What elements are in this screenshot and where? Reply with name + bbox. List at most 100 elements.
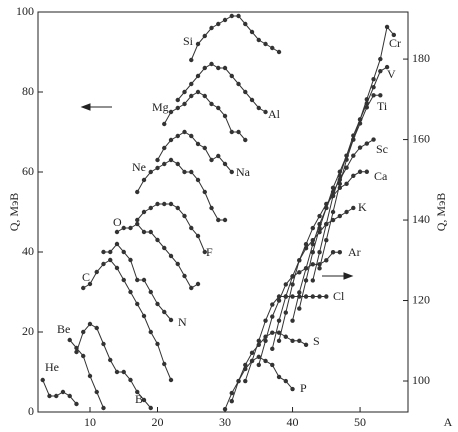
y-tick-label: 100 bbox=[16, 4, 34, 18]
data-point bbox=[189, 285, 194, 291]
data-point bbox=[87, 281, 93, 287]
data-point bbox=[256, 354, 261, 360]
data-point bbox=[162, 161, 167, 167]
data-point bbox=[371, 93, 376, 98]
data-point bbox=[371, 85, 376, 90]
series-line bbox=[319, 25, 395, 269]
data-point bbox=[141, 177, 147, 183]
y2-tick-label: 180 bbox=[412, 51, 430, 65]
data-point bbox=[202, 65, 207, 71]
series-label: Ar bbox=[348, 245, 361, 259]
data-point bbox=[378, 56, 383, 62]
data-point bbox=[108, 257, 113, 263]
data-point bbox=[310, 225, 315, 231]
data-point bbox=[236, 81, 241, 87]
data-point bbox=[297, 270, 302, 275]
data-point bbox=[182, 169, 187, 175]
data-point bbox=[168, 137, 174, 143]
data-point bbox=[330, 209, 336, 215]
data-point bbox=[283, 282, 288, 287]
data-point bbox=[81, 329, 86, 335]
data-point bbox=[243, 378, 248, 384]
data-point bbox=[168, 157, 174, 163]
series-label: Be bbox=[57, 322, 70, 336]
series-line bbox=[42, 379, 77, 405]
series-line bbox=[69, 339, 104, 409]
data-point bbox=[81, 285, 86, 291]
data-point bbox=[276, 49, 282, 55]
data-point bbox=[303, 266, 309, 271]
data-point bbox=[189, 81, 194, 87]
data-point bbox=[74, 401, 79, 407]
data-point bbox=[276, 318, 282, 323]
data-point bbox=[364, 169, 370, 174]
data-point bbox=[384, 64, 390, 70]
data-point bbox=[54, 393, 59, 399]
data-point bbox=[148, 405, 153, 411]
data-point bbox=[344, 209, 349, 215]
series-line bbox=[136, 159, 226, 221]
data-point bbox=[148, 169, 153, 175]
series-label: Ca bbox=[374, 169, 388, 183]
data-point bbox=[337, 173, 343, 178]
data-point bbox=[162, 245, 167, 251]
data-point bbox=[290, 338, 295, 343]
data-point bbox=[148, 205, 153, 211]
data-point bbox=[236, 13, 241, 19]
series-line bbox=[177, 63, 266, 113]
series-label: Sc bbox=[376, 142, 388, 156]
data-point bbox=[222, 65, 228, 71]
data-point bbox=[101, 341, 106, 347]
data-point bbox=[317, 294, 322, 299]
data-point bbox=[270, 302, 275, 307]
data-point bbox=[243, 362, 248, 368]
data-point bbox=[297, 306, 302, 311]
right-arrow bbox=[322, 272, 354, 280]
data-point bbox=[216, 21, 221, 27]
series-label: Cl bbox=[333, 289, 345, 303]
data-point bbox=[155, 301, 160, 307]
data-point bbox=[276, 338, 282, 343]
data-point bbox=[216, 153, 221, 159]
series-label: He bbox=[45, 360, 59, 374]
y-tick-label: 20 bbox=[22, 324, 34, 338]
data-point bbox=[202, 249, 207, 255]
series-label: K bbox=[358, 200, 367, 214]
data-point bbox=[135, 189, 140, 195]
series-label: Si bbox=[183, 34, 194, 48]
data-point bbox=[195, 41, 201, 47]
data-point bbox=[384, 24, 390, 30]
data-point bbox=[263, 41, 268, 47]
data-point bbox=[175, 261, 180, 267]
series-label: N bbox=[178, 315, 187, 329]
data-point bbox=[195, 281, 201, 287]
x-tick-label: 10 bbox=[84, 415, 96, 429]
data-point bbox=[229, 169, 234, 175]
data-point bbox=[195, 233, 201, 239]
data-point bbox=[310, 294, 315, 299]
y-tick-label: 60 bbox=[22, 164, 34, 178]
data-point bbox=[182, 213, 187, 219]
data-point bbox=[94, 325, 99, 331]
data-point bbox=[114, 229, 120, 235]
data-point bbox=[310, 262, 315, 267]
data-point bbox=[202, 93, 207, 99]
data-point bbox=[276, 330, 282, 335]
data-point bbox=[303, 294, 309, 299]
series-label: Na bbox=[236, 165, 251, 179]
data-point bbox=[357, 169, 363, 174]
y-axis-label: Q, МэВ bbox=[7, 193, 21, 232]
data-point bbox=[263, 109, 268, 115]
data-point bbox=[101, 249, 106, 255]
data-point bbox=[249, 29, 255, 35]
data-point bbox=[283, 334, 288, 339]
series-line bbox=[82, 259, 172, 381]
data-point bbox=[222, 113, 228, 119]
data-point bbox=[182, 89, 187, 95]
data-point bbox=[330, 217, 336, 223]
y2-tick-label: 140 bbox=[412, 212, 430, 226]
data-point bbox=[256, 37, 261, 43]
data-point bbox=[189, 57, 194, 63]
data-point bbox=[344, 165, 349, 170]
